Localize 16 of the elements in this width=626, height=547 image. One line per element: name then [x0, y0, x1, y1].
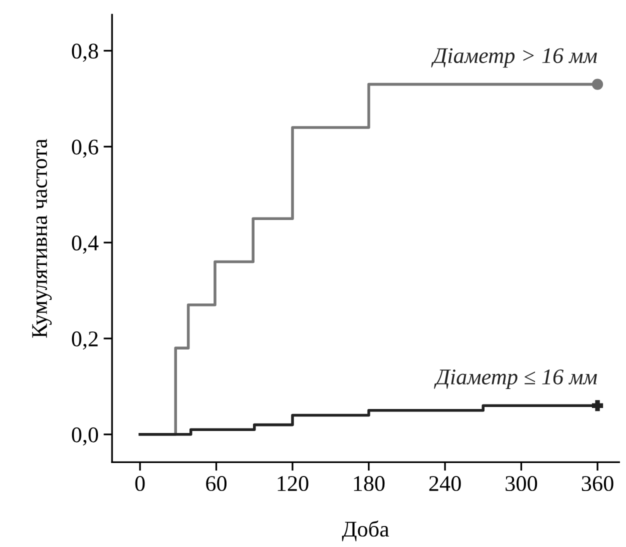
x-axis-title: Доба — [342, 520, 389, 542]
series-label: Діаметр ≤ 16 мм — [434, 370, 597, 389]
x-tick-label: 300 — [506, 476, 538, 492]
x-tick-label: 60 — [206, 476, 227, 492]
x-tick-label: 240 — [429, 476, 461, 492]
y-tick-label: 0,0 — [72, 427, 98, 446]
x-tick-label: 180 — [354, 476, 385, 492]
y-tick-label: 0,6 — [72, 140, 98, 158]
y-tick-label: 0,2 — [72, 331, 98, 350]
y-tick-label: 0,8 — [72, 44, 98, 62]
y-axis-title: Кумулятивна частота — [32, 138, 52, 338]
y-tick-label: 0,4 — [72, 236, 99, 254]
x-tick-label: 0 — [135, 476, 145, 492]
x-tick-label: 360 — [582, 476, 614, 492]
series-label: Діаметр > 16 мм — [431, 48, 597, 68]
x-tick-label: 120 — [278, 476, 308, 492]
